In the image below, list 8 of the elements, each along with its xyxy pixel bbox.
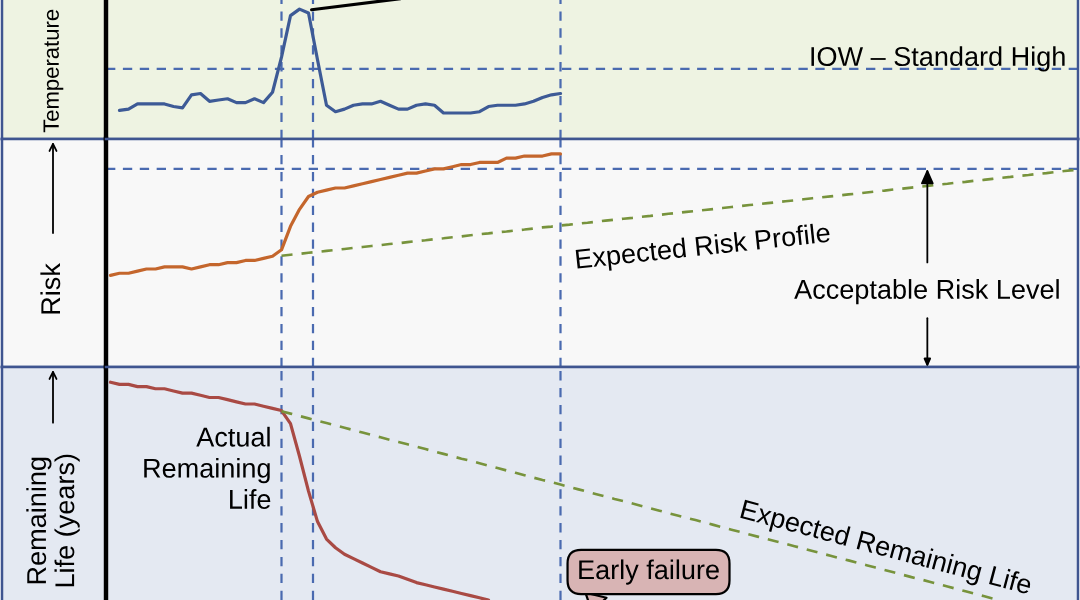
annotation: Early failure (579, 559, 719, 585)
ref-line-label: Acceptable Risk Level (794, 279, 1059, 305)
y-axis-title: Temperature (43, 9, 64, 133)
ref-line-label: IOW – Standard High (811, 46, 1065, 72)
y-axis-title: Risk (40, 263, 61, 314)
text: Expected Risk Profile (575, 222, 831, 275)
series-label: Actual Remaining Life (144, 426, 271, 509)
y-axis-title: Remaining Life (years) (26, 454, 80, 587)
